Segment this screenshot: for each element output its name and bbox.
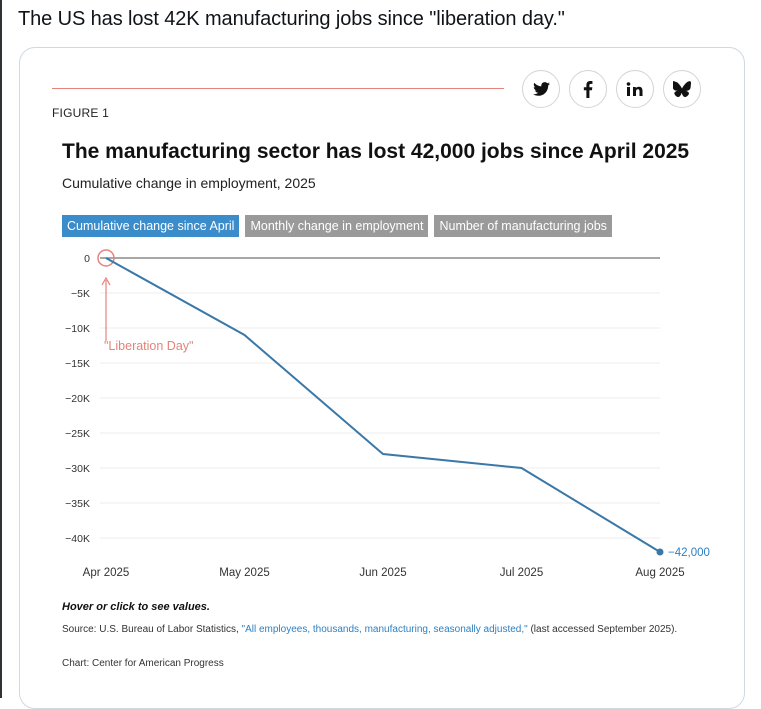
x-tick-label: Jun 2025 [359,567,406,579]
source-note: Source: U.S. Bureau of Labor Statistics,… [62,622,702,637]
left-border [0,0,2,698]
hover-note: Hover or click to see values. [62,601,210,613]
tweet-text: The US has lost 42K manufacturing jobs s… [18,8,565,31]
y-tick-label: 0 [84,253,90,265]
source-suffix: (last accessed September 2025). [528,624,678,635]
y-tick-label: −35K [65,498,90,510]
chart-title: The manufacturing sector has lost 42,000… [62,140,689,164]
chart-subtitle: Cumulative change in employment, 2025 [62,175,316,191]
end-value-label: −42,000 [668,547,710,559]
header-rule [52,88,504,89]
end-point [657,549,664,556]
figure-label: FIGURE 1 [52,106,109,120]
tab-number-of-jobs[interactable]: Number of manufacturing jobs [434,215,611,237]
y-tick-label: −40K [65,533,90,545]
twitter-icon[interactable] [522,70,560,108]
bluesky-icon[interactable] [663,70,701,108]
series-line [106,258,660,552]
y-tick-label: −30K [65,463,90,475]
line-chart[interactable]: 0 −5K −10K −15K −20K −25K −30K −35K −40K Apr 2025… [20,243,744,588]
embedded-figure-card[interactable]: FIGURE 1 The manufacturing sector has lo… [19,47,745,709]
x-tick-label: Aug 2025 [635,567,684,579]
linkedin-icon[interactable] [616,70,654,108]
source-prefix: Source: U.S. Bureau of Labor Statistics, [62,624,242,635]
x-tick-label: May 2025 [219,567,270,579]
facebook-icon[interactable] [569,70,607,108]
source-link[interactable]: "All employees, thousands, manufacturing… [242,624,528,635]
tab-cumulative-change[interactable]: Cumulative change since April [62,215,239,237]
chart-credit: Chart: Center for American Progress [62,658,224,669]
y-tick-label: −25K [65,428,90,440]
y-tick-label: −20K [65,393,90,405]
share-buttons [522,70,701,108]
y-tick-label: −15K [65,358,90,370]
annotation-label: "Liberation Day" [104,339,193,353]
tab-monthly-change[interactable]: Monthly change in employment [245,215,428,237]
x-tick-label: Apr 2025 [83,567,130,579]
y-tick-label: −5K [71,288,90,300]
x-tick-label: Jul 2025 [500,567,543,579]
y-tick-label: −10K [65,323,90,335]
chart-tabs: Cumulative change since April Monthly ch… [62,215,612,237]
